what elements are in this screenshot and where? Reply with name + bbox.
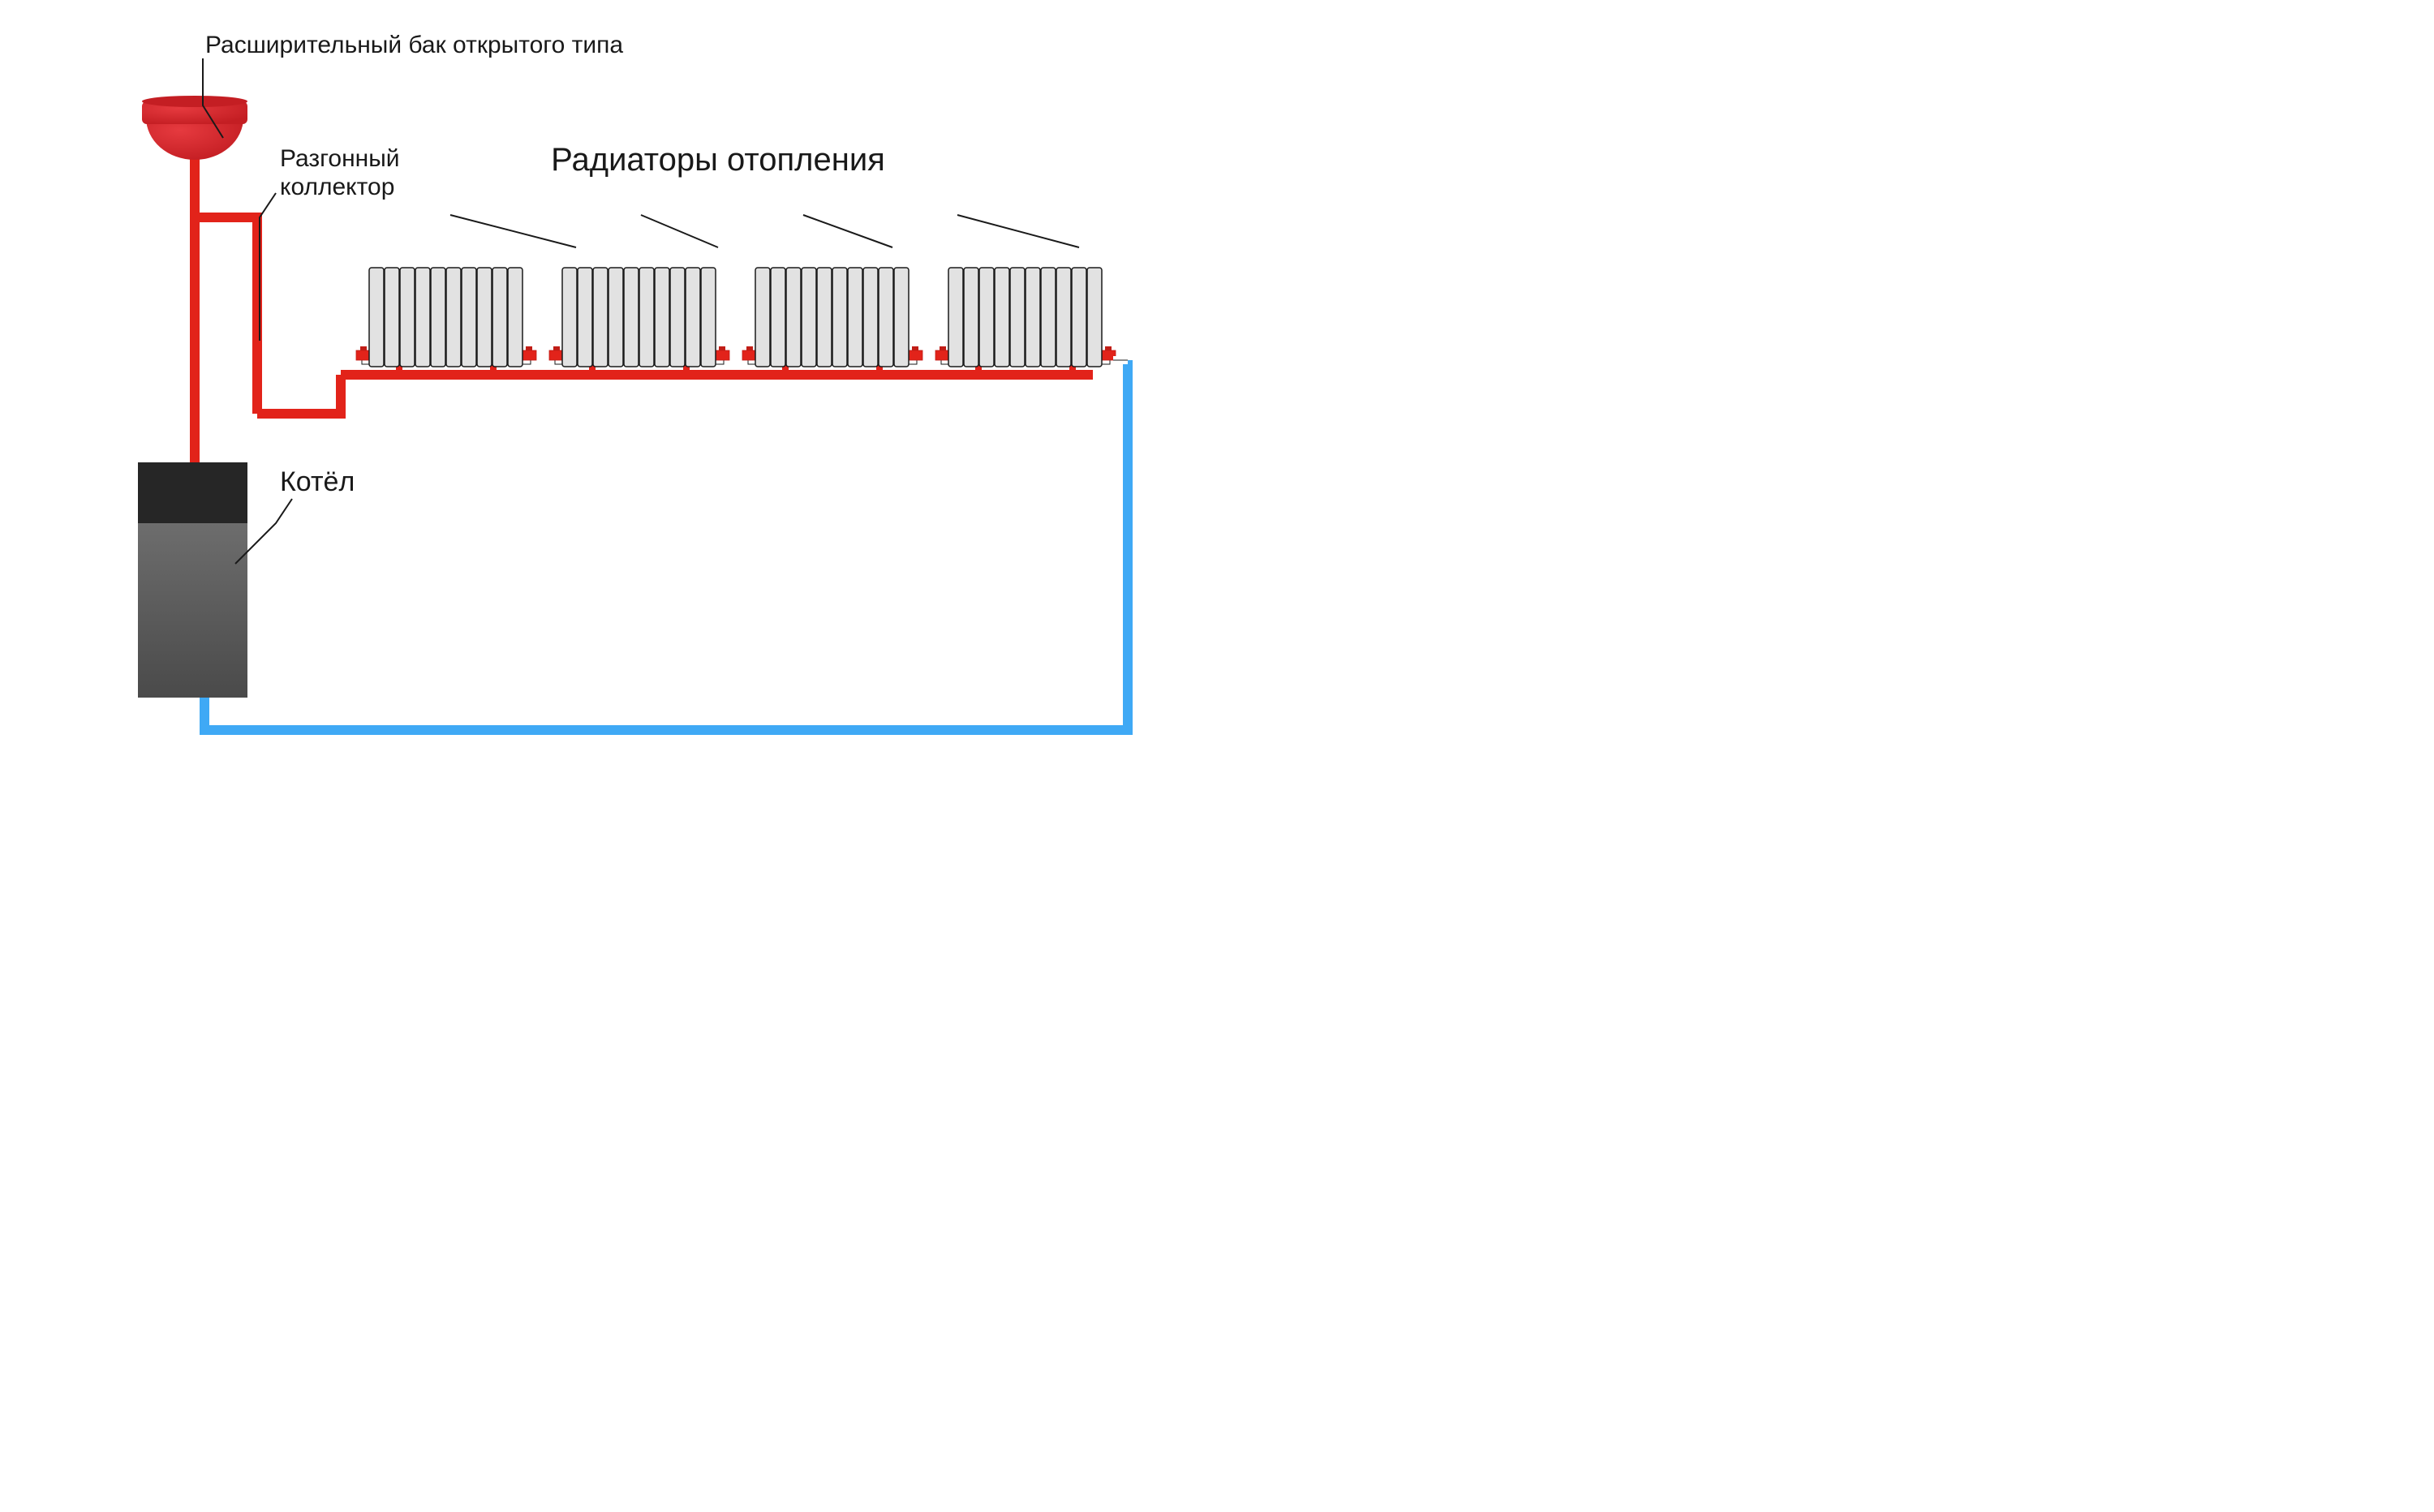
label-collector1: Разгонный xyxy=(280,145,400,172)
valve-icon xyxy=(715,350,729,360)
radiator-section xyxy=(1026,268,1040,367)
radiator-section xyxy=(639,268,654,367)
callout-rad_fan_ml xyxy=(641,215,718,247)
radiator xyxy=(935,268,1116,375)
boiler-body xyxy=(138,523,247,698)
expansion-tank xyxy=(142,96,247,160)
radiator-section xyxy=(879,268,893,367)
valve-handle-icon xyxy=(360,346,367,350)
valve-handle-icon xyxy=(719,346,725,350)
radiator-section xyxy=(863,268,878,367)
radiator-section xyxy=(979,268,994,367)
radiator-section xyxy=(400,268,415,367)
radiator-section xyxy=(701,268,716,367)
valve-icon xyxy=(908,350,922,360)
radiator-section xyxy=(686,268,700,367)
valve-handle-icon xyxy=(1105,346,1112,350)
radiator-section xyxy=(446,268,461,367)
return-pipe xyxy=(204,375,1128,730)
callout-rad_fan_mr xyxy=(803,215,892,247)
radiator-section xyxy=(462,268,476,367)
radiator-section xyxy=(802,268,816,367)
radiator-section xyxy=(593,268,608,367)
radiator-section xyxy=(1056,268,1071,367)
radiator xyxy=(356,268,536,375)
label-boiler: Котёл xyxy=(280,466,355,497)
radiator-section xyxy=(369,268,384,367)
radiator-section xyxy=(492,268,507,367)
boiler-top xyxy=(138,462,247,523)
radiator-section xyxy=(1010,268,1025,367)
branch-pipe xyxy=(257,375,341,414)
radiator-section xyxy=(848,268,862,367)
valve-handle-icon xyxy=(553,346,560,350)
radiator-section xyxy=(508,268,522,367)
radiator-section xyxy=(1087,268,1102,367)
valve-handle-icon xyxy=(940,346,946,350)
valve-handle-icon xyxy=(746,346,753,350)
label-tank: Расширительный бак открытого типа xyxy=(205,32,623,58)
radiator-section xyxy=(786,268,801,367)
radiator-section xyxy=(608,268,623,367)
valve-icon xyxy=(522,350,536,360)
radiator-section xyxy=(771,268,785,367)
callout-rad_fan_right xyxy=(957,215,1079,247)
radiator-section xyxy=(624,268,639,367)
radiator xyxy=(742,268,922,375)
callout-rad_fan_left xyxy=(450,215,576,247)
radiator-section xyxy=(755,268,770,367)
label-radiators: Радиаторы отопления xyxy=(551,142,885,178)
label-collector2: коллектор xyxy=(280,174,394,200)
radiator-section xyxy=(562,268,577,367)
radiator-section xyxy=(431,268,445,367)
radiator-section xyxy=(894,268,909,367)
radiator-section xyxy=(385,268,399,367)
radiator-section xyxy=(655,268,669,367)
valve-handle-icon xyxy=(526,346,532,350)
radiator-section xyxy=(477,268,492,367)
radiator-section xyxy=(415,268,430,367)
radiator-section xyxy=(1072,268,1086,367)
collector-pipe xyxy=(195,217,257,414)
radiator-section xyxy=(670,268,685,367)
radiator-section xyxy=(1041,268,1056,367)
radiator-section xyxy=(817,268,832,367)
radiator-section xyxy=(964,268,978,367)
radiator-section xyxy=(995,268,1009,367)
radiator-section xyxy=(948,268,963,367)
radiator-section xyxy=(578,268,592,367)
valve-handle-icon xyxy=(912,346,918,350)
radiator xyxy=(549,268,729,375)
radiator-section xyxy=(832,268,847,367)
